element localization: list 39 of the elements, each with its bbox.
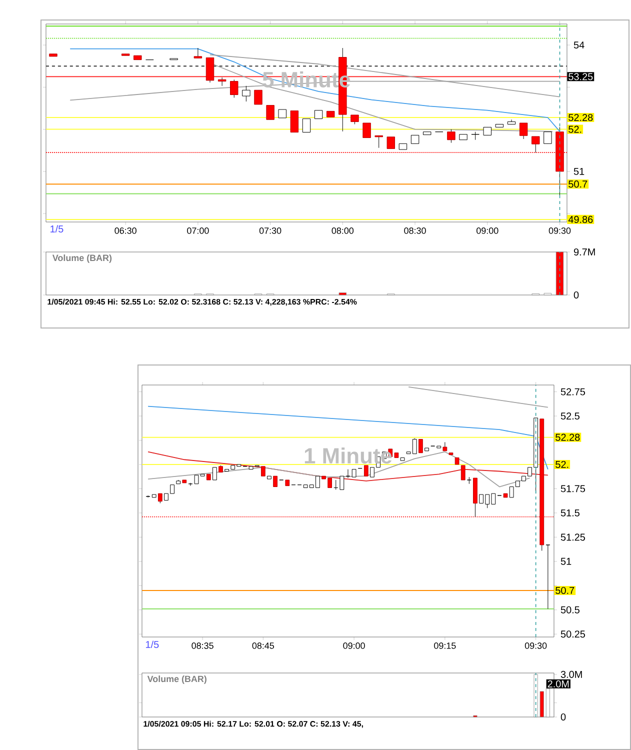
- y-tick-label: 50.5: [560, 606, 580, 614]
- x-tick-label: 07:00: [187, 227, 209, 234]
- ref-line-label: 50.7: [556, 586, 574, 594]
- data-label: 2.0M: [548, 680, 569, 688]
- x-tick-label: 09:30: [548, 227, 571, 234]
- x-tick-label: 08:30: [404, 227, 426, 234]
- x-tick-label: 06:30: [114, 227, 136, 234]
- y-tick-label: 3.0M: [560, 670, 582, 678]
- x-tick-label: 08:35: [192, 642, 214, 649]
- ref-line-label: 52.: [556, 460, 568, 468]
- x-tick-label: 08:00: [332, 227, 354, 234]
- x-tick-label: 09:00: [343, 642, 365, 649]
- x-tick-label: 09:00: [476, 227, 498, 234]
- ref-line-label: 53.25: [568, 73, 593, 80]
- x-tick-label: 07:30: [259, 227, 282, 234]
- y-tick-label: 52.5: [560, 412, 580, 420]
- x-tick-label: 09:15: [434, 642, 456, 649]
- y-tick-label: 51: [560, 558, 572, 565]
- y-tick-label: 54: [574, 42, 584, 49]
- y-tick-label: 51: [574, 168, 584, 175]
- y-tick-label: 51.75: [560, 485, 586, 492]
- x-tick-label: 08:45: [252, 642, 274, 649]
- y-tick-label: 51.25: [560, 534, 586, 541]
- x-tick-label: 09:30: [524, 642, 547, 649]
- y-tick-label: 52.75: [560, 388, 586, 396]
- ref-line-label: 52.: [568, 126, 582, 133]
- text: 1/5: [146, 640, 159, 648]
- ref-line-label: 49.86: [568, 216, 593, 223]
- chart-title: Volume (BAR): [52, 254, 112, 263]
- y-tick-label: 50.25: [560, 630, 586, 638]
- y-tick-label: 9.7M: [574, 248, 595, 256]
- ref-line-label: 52.28: [556, 434, 580, 441]
- ref-line-label: 50.7: [568, 180, 588, 188]
- y-tick-label: 51.5: [560, 509, 580, 516]
- ref-line-label: 52.28: [568, 114, 593, 122]
- y-tick-label: 0: [560, 713, 566, 721]
- y-tick-label: 0: [574, 291, 579, 299]
- text: 1/5: [50, 225, 64, 232]
- chart-title: Volume (BAR): [147, 676, 206, 684]
